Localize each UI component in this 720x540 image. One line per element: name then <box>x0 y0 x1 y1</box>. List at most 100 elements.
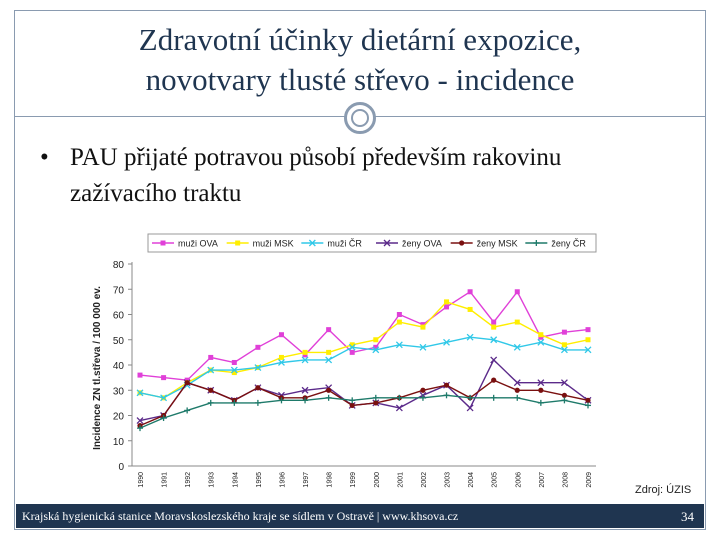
legend-label: ženy OVA <box>402 239 442 249</box>
slide-title-line-1: Zdravotní účinky dietární expozice, <box>138 22 582 57</box>
data-point <box>278 354 284 360</box>
data-point <box>231 399 238 406</box>
x-tick-label: 2009 <box>586 472 593 488</box>
source-note: Zdroj: ÚZIS <box>635 484 692 496</box>
data-point <box>467 306 473 312</box>
slide-frame <box>14 10 706 530</box>
data-point <box>184 407 191 414</box>
data-point-stroke <box>254 364 262 371</box>
data-point <box>160 394 168 402</box>
data-point <box>278 359 285 366</box>
data-point <box>373 337 379 343</box>
data-point <box>301 386 309 394</box>
data-point-stroke <box>513 343 521 351</box>
data-point <box>459 240 465 246</box>
legend-item: muži MSK <box>226 239 294 249</box>
data-point-stroke <box>537 338 545 346</box>
legend-item: muži OVA <box>152 239 218 249</box>
x-tick-label: 2000 <box>374 472 381 488</box>
y-tick-label: 10 <box>113 437 125 448</box>
series-line <box>139 290 589 381</box>
x-tick-label: 1994 <box>232 472 239 488</box>
series-line <box>139 379 589 427</box>
y-tick-label: 80 <box>113 260 125 271</box>
data-point <box>514 319 520 325</box>
x-tick-label: 2004 <box>468 472 475 488</box>
data-point <box>443 392 450 399</box>
data-point <box>278 332 284 338</box>
x-axis-ticks: 1990 1991 1992 1993 1994 1995 1996 1997 1998 1999… <box>138 472 593 488</box>
data-point <box>302 352 308 358</box>
data-point <box>467 289 473 295</box>
x-tick-label: 1996 <box>279 472 286 488</box>
data-point <box>514 394 521 401</box>
data-point <box>560 346 568 354</box>
data-point-stroke <box>466 404 474 412</box>
legend-label: muži MSK <box>253 239 294 249</box>
incidence-line-chart: muži OVA muži MSK muži ČR ženy OVA ženy MSK ž… <box>80 230 600 490</box>
data-point <box>538 332 544 338</box>
y-axis-ticks: 0 10 20 30 40 50 60 70 80 <box>113 260 132 473</box>
data-point-stroke <box>584 346 592 354</box>
data-point-stroke <box>537 379 545 387</box>
x-tick-label: 2006 <box>515 472 522 488</box>
data-point-stroke <box>443 338 450 346</box>
data-point <box>537 399 544 406</box>
data-point <box>373 344 379 350</box>
legend-item: ženy OVA <box>376 239 442 249</box>
data-point <box>513 379 521 387</box>
data-point <box>396 312 402 317</box>
data-point <box>585 402 591 409</box>
data-point <box>184 380 190 386</box>
data-point <box>302 349 308 355</box>
data-point-stroke <box>513 379 521 387</box>
x-tick-label: 1993 <box>209 472 216 488</box>
x-tick-label: 1990 <box>138 472 145 488</box>
data-point <box>537 379 545 387</box>
data-point <box>349 402 355 408</box>
data-point <box>348 343 356 351</box>
data-point-stroke <box>395 404 403 412</box>
x-tick-label: 2005 <box>492 472 499 488</box>
data-point <box>490 336 498 344</box>
x-tick-label: 2002 <box>421 472 428 488</box>
y-tick-label: 70 <box>113 285 125 296</box>
data-point <box>207 366 215 374</box>
y-tick-label: 50 <box>113 336 125 347</box>
chart-axes <box>131 262 596 467</box>
data-point <box>514 387 520 393</box>
data-point <box>208 387 214 393</box>
data-point <box>585 397 591 403</box>
data-point <box>349 342 355 348</box>
chart-background <box>80 230 600 490</box>
data-point-stroke <box>325 356 333 364</box>
x-tick-label: 1995 <box>256 472 263 488</box>
data-point <box>443 382 450 388</box>
data-point <box>208 354 214 360</box>
data-point <box>235 240 241 246</box>
data-point <box>533 240 540 246</box>
data-point <box>561 329 567 335</box>
data-point-stroke <box>207 366 215 374</box>
data-point-stroke <box>395 341 403 349</box>
data-point <box>561 342 567 348</box>
data-point-stroke <box>301 356 309 364</box>
y-tick-label: 20 <box>113 412 125 423</box>
y-tick-label: 30 <box>113 386 125 397</box>
y-tick-label: 40 <box>113 361 125 372</box>
data-point <box>231 359 237 365</box>
data-point <box>491 377 497 383</box>
data-point-stroke <box>136 417 144 425</box>
data-point <box>420 322 426 328</box>
data-point <box>396 394 403 401</box>
data-point-stroke <box>560 346 568 354</box>
data-point <box>160 415 167 422</box>
series-line <box>139 394 589 429</box>
data-point <box>443 338 450 346</box>
data-point <box>560 379 568 387</box>
data-point <box>255 344 261 350</box>
data-point <box>561 392 568 398</box>
data-point-stroke <box>419 343 427 351</box>
data-point-stroke <box>383 239 391 247</box>
legend-label: ženy ČR <box>551 239 586 249</box>
